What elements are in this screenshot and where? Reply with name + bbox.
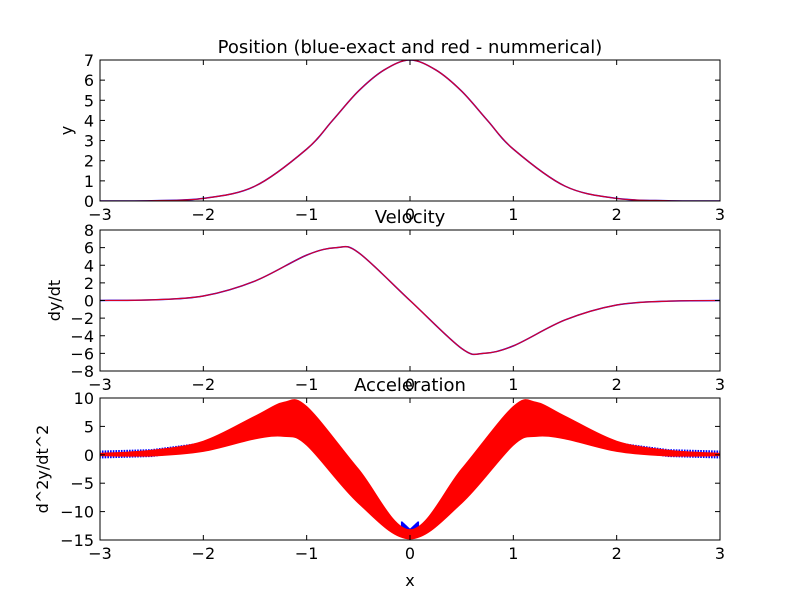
y-tick-label: 4 bbox=[84, 111, 94, 130]
y-tick-label: 2 bbox=[84, 274, 94, 293]
y-tick-label: −2 bbox=[70, 309, 94, 328]
y-axis-label: d^2y/dt^2 bbox=[33, 425, 52, 514]
x-tick-label: 0 bbox=[405, 544, 415, 563]
x-tick-label: 2 bbox=[612, 375, 622, 394]
y-tick-label: 0 bbox=[84, 292, 94, 311]
y-tick-label: 7 bbox=[84, 51, 94, 70]
x-tick-label: 0 bbox=[405, 205, 415, 224]
x-tick-label: −3 bbox=[88, 375, 112, 394]
x-tick-label: 2 bbox=[612, 544, 622, 563]
plot-area-3 bbox=[100, 399, 720, 540]
y-tick-label: 3 bbox=[84, 132, 94, 151]
plot-area-1 bbox=[100, 60, 720, 201]
y-tick-label: 4 bbox=[84, 256, 94, 275]
x-tick-label: −1 bbox=[295, 544, 319, 563]
y-tick-label: 0 bbox=[84, 192, 94, 211]
numerical-series-line bbox=[100, 245, 720, 356]
numerical-series-line bbox=[100, 60, 720, 201]
subplot-title: Position (blue-exact and red - nummerica… bbox=[218, 37, 603, 58]
y-axis-label: dy/dt bbox=[45, 280, 64, 321]
x-tick-label: −1 bbox=[295, 205, 319, 224]
x-tick-label: 2 bbox=[612, 205, 622, 224]
x-axis-label: x bbox=[405, 571, 414, 590]
y-tick-label: 8 bbox=[84, 221, 94, 240]
y-tick-label: 10 bbox=[74, 389, 94, 408]
y-tick-label: −5 bbox=[70, 474, 94, 493]
x-tick-label: 1 bbox=[508, 544, 518, 563]
x-tick-label: −2 bbox=[192, 205, 216, 224]
x-tick-label: −1 bbox=[295, 375, 319, 394]
y-tick-label: 2 bbox=[84, 152, 94, 171]
x-tick-label: −3 bbox=[88, 205, 112, 224]
subplot-3: −3 −2 −1 0 1 2 3−15−10−50510Accelerationd^2y/d… bbox=[33, 375, 725, 590]
y-tick-label: −10 bbox=[60, 503, 94, 522]
y-tick-label: −6 bbox=[70, 344, 94, 363]
x-tick-label: −2 bbox=[192, 375, 216, 394]
x-tick-label: 1 bbox=[508, 205, 518, 224]
x-tick-label: 0 bbox=[405, 375, 415, 394]
x-tick-label: 1 bbox=[508, 375, 518, 394]
y-tick-label: 5 bbox=[84, 91, 94, 110]
y-tick-label: 6 bbox=[84, 239, 94, 258]
y-tick-label: 1 bbox=[84, 172, 94, 191]
x-tick-label: 3 bbox=[715, 375, 725, 394]
y-tick-label: −8 bbox=[70, 362, 94, 381]
subplot-title: Velocity bbox=[375, 207, 446, 228]
plot-area-2 bbox=[100, 245, 720, 356]
y-tick-label: 5 bbox=[84, 417, 94, 436]
y-axis-label: y bbox=[57, 126, 76, 135]
y-tick-label: −4 bbox=[70, 327, 94, 346]
x-tick-label: 3 bbox=[715, 544, 725, 563]
y-tick-label: 6 bbox=[84, 71, 94, 90]
subplot-title: Acceleration bbox=[354, 375, 466, 396]
y-tick-label: 0 bbox=[84, 446, 94, 465]
x-tick-label: 3 bbox=[715, 205, 725, 224]
y-tick-label: −15 bbox=[60, 531, 94, 550]
x-tick-label: −2 bbox=[192, 544, 216, 563]
x-tick-label: −3 bbox=[88, 544, 112, 563]
